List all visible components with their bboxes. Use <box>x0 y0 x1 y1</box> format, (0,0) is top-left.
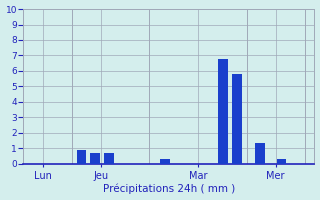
Bar <box>77 150 86 164</box>
Bar <box>90 153 100 164</box>
Bar <box>218 59 228 164</box>
Bar <box>276 159 286 164</box>
Bar <box>104 153 114 164</box>
Bar <box>160 159 170 164</box>
Bar <box>232 74 242 164</box>
Bar <box>255 143 265 164</box>
X-axis label: Précipitations 24h ( mm ): Précipitations 24h ( mm ) <box>103 184 235 194</box>
